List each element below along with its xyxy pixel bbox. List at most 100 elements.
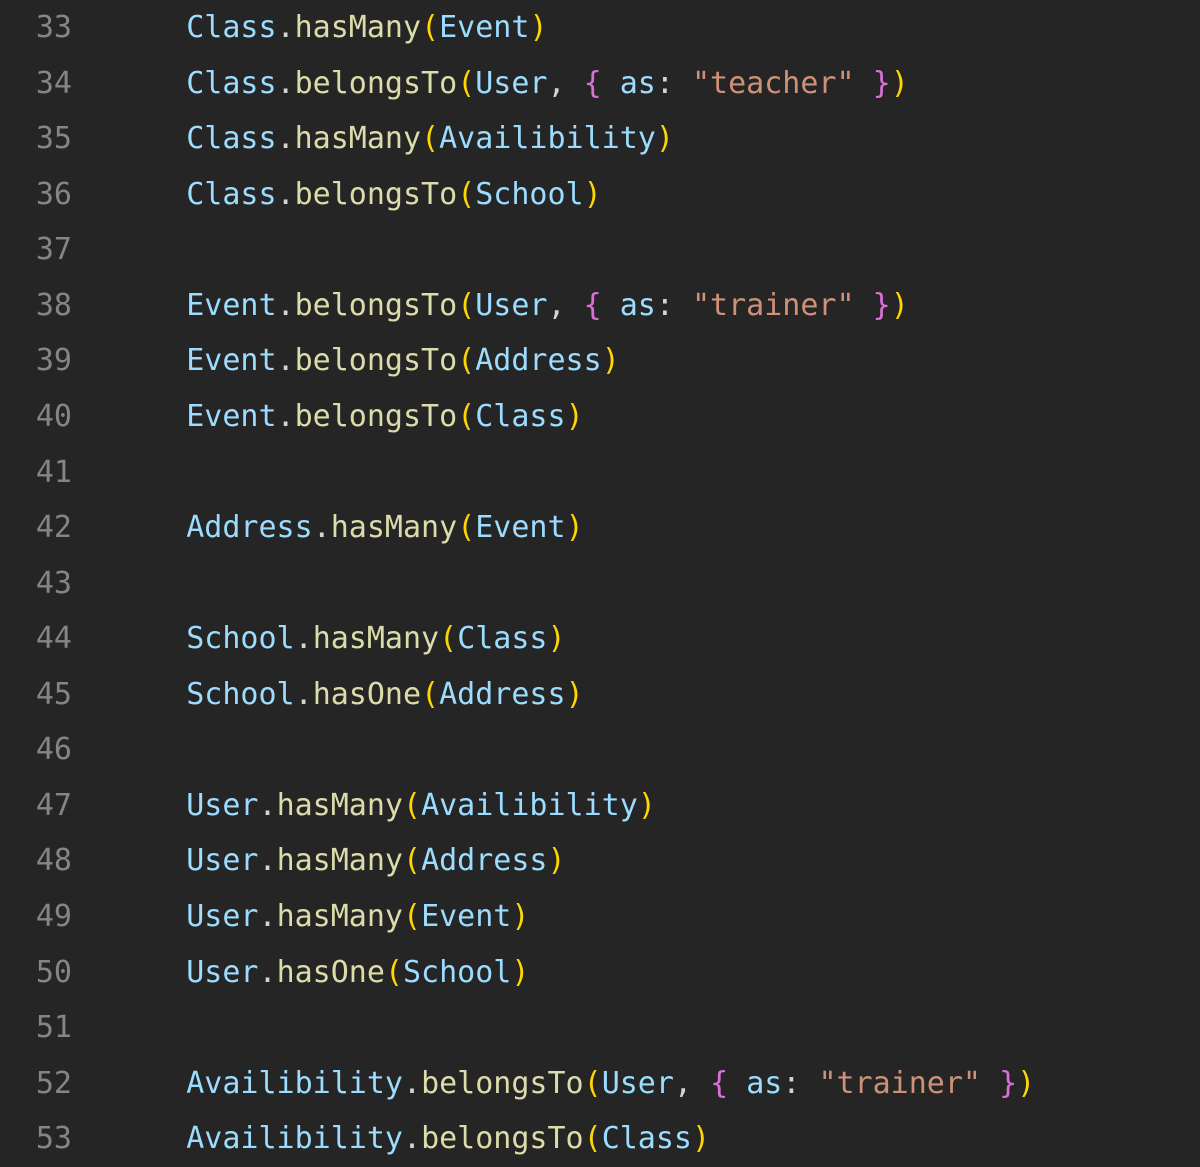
- token-paren_yellow: ): [638, 788, 656, 823]
- line-number: 43: [14, 556, 84, 612]
- token-punct: [855, 66, 873, 101]
- indent: [114, 288, 186, 323]
- token-punct: [728, 1066, 746, 1101]
- code-line[interactable]: School.hasOne(Address): [114, 667, 1200, 723]
- token-paren_yellow: (: [439, 621, 457, 656]
- indent: [114, 621, 186, 656]
- indent: [114, 899, 186, 934]
- token-property: as: [746, 1066, 782, 1101]
- token-paren_yellow: ): [692, 1121, 710, 1156]
- line-number: 47: [14, 778, 84, 834]
- token-paren_yellow: (: [457, 288, 475, 323]
- code-line[interactable]: User.hasMany(Address): [114, 833, 1200, 889]
- token-paren_pink: {: [710, 1066, 728, 1101]
- code-line[interactable]: Availibility.belongsTo(Class): [114, 1111, 1200, 1167]
- indent: [114, 177, 186, 212]
- token-paren_yellow: ): [656, 121, 674, 156]
- line-number: 53: [14, 1111, 84, 1167]
- code-line[interactable]: Address.hasMany(Event): [114, 500, 1200, 556]
- code-line[interactable]: Class.hasMany(Availibility): [114, 111, 1200, 167]
- token-paren_yellow: (: [403, 788, 421, 823]
- token-variable: Availibility: [439, 121, 656, 156]
- token-variable: Event: [186, 343, 276, 378]
- code-line[interactable]: [114, 1000, 1200, 1056]
- token-method: belongsTo: [295, 288, 458, 323]
- token-variable: User: [602, 1066, 674, 1101]
- code-line[interactable]: Class.hasMany(Event): [114, 0, 1200, 56]
- token-variable: User: [475, 66, 547, 101]
- token-variable: School: [403, 955, 511, 990]
- indent: [114, 510, 186, 545]
- token-variable: Event: [421, 899, 511, 934]
- token-variable: Class: [457, 621, 547, 656]
- token-paren_yellow: ): [891, 288, 909, 323]
- indent: [114, 10, 186, 45]
- token-paren_yellow: ): [566, 510, 584, 545]
- token-punct: ,: [548, 288, 584, 323]
- token-method: belongsTo: [295, 177, 458, 212]
- token-punct: [674, 288, 692, 323]
- token-paren_yellow: (: [457, 66, 475, 101]
- token-punct: .: [277, 121, 295, 156]
- line-number: 39: [14, 333, 84, 389]
- token-method: hasOne: [277, 955, 385, 990]
- line-number: 48: [14, 833, 84, 889]
- token-punct: .: [259, 788, 277, 823]
- token-colon: :: [656, 288, 674, 323]
- line-number: 52: [14, 1056, 84, 1112]
- indent: [114, 232, 186, 267]
- line-number: 41: [14, 445, 84, 501]
- line-number: 42: [14, 500, 84, 556]
- token-variable: User: [186, 955, 258, 990]
- line-number: 35: [14, 111, 84, 167]
- token-paren_yellow: (: [584, 1066, 602, 1101]
- code-line[interactable]: User.hasMany(Availibility): [114, 778, 1200, 834]
- line-number: 45: [14, 667, 84, 723]
- token-string: "trainer": [818, 1066, 981, 1101]
- token-property: as: [620, 288, 656, 323]
- token-variable: Event: [186, 288, 276, 323]
- code-line[interactable]: Class.belongsTo(User, { as: "teacher" }): [114, 56, 1200, 112]
- token-punct: .: [277, 10, 295, 45]
- code-line[interactable]: [114, 722, 1200, 778]
- token-paren_yellow: (: [421, 10, 439, 45]
- code-line[interactable]: [114, 556, 1200, 612]
- token-variable: User: [186, 899, 258, 934]
- token-method: belongsTo: [295, 399, 458, 434]
- token-variable: Address: [439, 677, 565, 712]
- token-method: hasMany: [277, 788, 403, 823]
- code-line[interactable]: School.hasMany(Class): [114, 611, 1200, 667]
- token-colon: :: [656, 66, 674, 101]
- indent: [114, 399, 186, 434]
- token-paren_pink: {: [584, 288, 602, 323]
- line-number-gutter: 3334353637383940414243444546474849505152…: [0, 0, 84, 1167]
- code-line[interactable]: [114, 222, 1200, 278]
- token-paren_yellow: ): [548, 621, 566, 656]
- token-punct: .: [277, 177, 295, 212]
- token-punct: .: [259, 955, 277, 990]
- code-line[interactable]: [114, 445, 1200, 501]
- token-punct: .: [277, 343, 295, 378]
- code-line[interactable]: Class.belongsTo(School): [114, 167, 1200, 223]
- token-variable: Class: [475, 399, 565, 434]
- code-line[interactable]: Event.belongsTo(Address): [114, 333, 1200, 389]
- token-variable: Address: [421, 843, 547, 878]
- indent: [114, 677, 186, 712]
- token-paren_yellow: ): [891, 66, 909, 101]
- token-string: "trainer": [692, 288, 855, 323]
- code-line[interactable]: User.hasMany(Event): [114, 889, 1200, 945]
- token-variable: Event: [439, 10, 529, 45]
- token-variable: School: [475, 177, 583, 212]
- token-paren_pink: }: [999, 1066, 1017, 1101]
- code-line[interactable]: User.hasOne(School): [114, 945, 1200, 1001]
- code-line[interactable]: Event.belongsTo(Class): [114, 389, 1200, 445]
- code-editor[interactable]: 3334353637383940414243444546474849505152…: [0, 0, 1200, 1167]
- token-variable: Availibility: [421, 788, 638, 823]
- code-area[interactable]: Class.hasMany(Event) Class.belongsTo(Use…: [84, 0, 1200, 1167]
- indent: [114, 455, 186, 490]
- code-line[interactable]: Event.belongsTo(User, { as: "trainer" }): [114, 278, 1200, 334]
- token-paren_yellow: (: [421, 121, 439, 156]
- token-method: belongsTo: [421, 1066, 584, 1101]
- code-line[interactable]: Availibility.belongsTo(User, { as: "trai…: [114, 1056, 1200, 1112]
- token-variable: School: [186, 621, 294, 656]
